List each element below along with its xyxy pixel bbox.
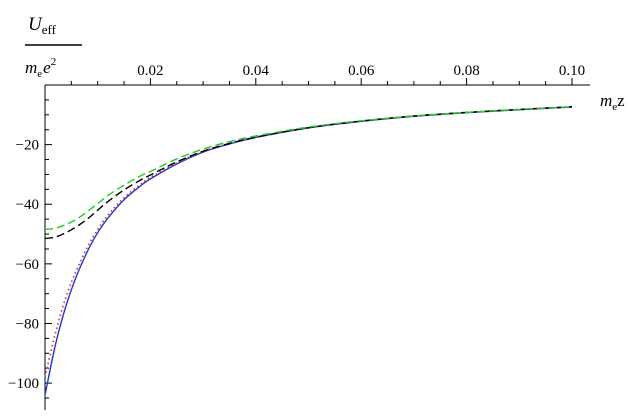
y-axis-label: Ueff mee2 xyxy=(25,14,82,80)
y-tick-label: −60 xyxy=(16,257,39,273)
y-tick-label: −100 xyxy=(8,376,39,392)
x-axis-label: mez xyxy=(600,91,625,113)
y-tick-label: −80 xyxy=(16,316,39,332)
tick-labels: 0.02 0.04 0.06 0.08 0.10 −20 −40 −60 −80 −100 xyxy=(8,63,585,392)
x-tick-label: 0.06 xyxy=(348,63,375,79)
series-dotted-red xyxy=(44,105,573,378)
x-tick-label: 0.02 xyxy=(137,63,163,79)
series-layer xyxy=(44,105,573,396)
series-dashed-green xyxy=(44,106,573,231)
series-dashed-black xyxy=(44,106,573,240)
x-tick-label: 0.08 xyxy=(453,63,479,79)
y-tick-label: −40 xyxy=(16,197,39,213)
y-tick-label: −20 xyxy=(16,138,39,154)
series-solid-blue xyxy=(44,106,573,396)
x-tick-label: 0.04 xyxy=(243,63,270,79)
y-label-denominator: mee2 xyxy=(25,56,56,80)
y-label-numerator: Ueff xyxy=(28,14,57,37)
axes xyxy=(44,78,590,410)
x-tick-label: 0.10 xyxy=(559,63,585,79)
